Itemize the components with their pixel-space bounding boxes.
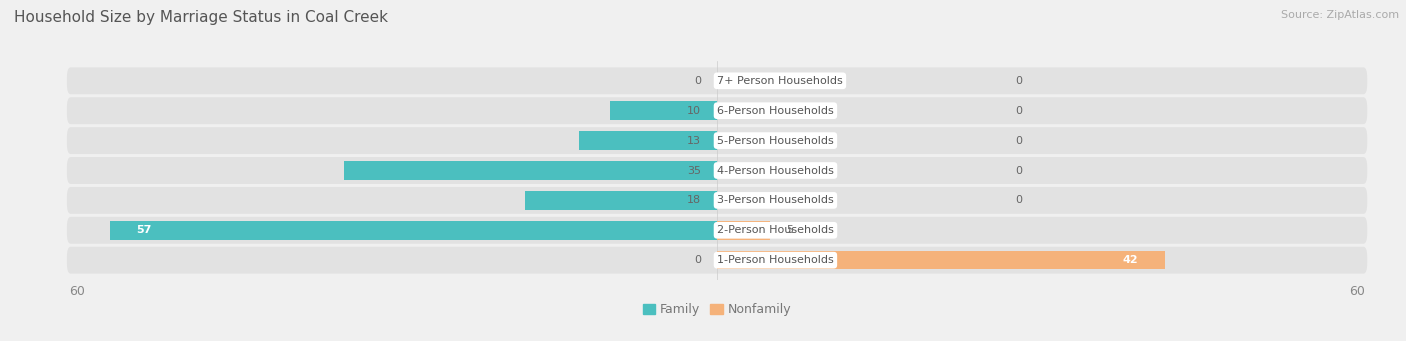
FancyBboxPatch shape [67, 127, 1367, 154]
Bar [344, 161, 717, 180]
Text: 3-Person Households: 3-Person Households [717, 195, 834, 205]
Text: 0: 0 [1015, 106, 1022, 116]
FancyBboxPatch shape [67, 68, 1367, 94]
Text: 18: 18 [688, 195, 702, 205]
Text: 0: 0 [1015, 195, 1022, 205]
Text: 13: 13 [688, 136, 702, 146]
Text: 0: 0 [695, 255, 702, 265]
Text: 2-Person Households: 2-Person Households [717, 225, 834, 235]
Bar [526, 191, 717, 210]
Text: 5-Person Households: 5-Person Households [717, 136, 834, 146]
Text: 0: 0 [1015, 136, 1022, 146]
FancyBboxPatch shape [67, 97, 1367, 124]
Text: 57: 57 [136, 225, 152, 235]
FancyBboxPatch shape [67, 187, 1367, 214]
FancyBboxPatch shape [67, 217, 1367, 244]
FancyBboxPatch shape [67, 247, 1367, 273]
Bar [717, 251, 1164, 269]
Text: 0: 0 [1015, 165, 1022, 176]
Bar [717, 221, 770, 240]
Bar [578, 131, 717, 150]
Text: Source: ZipAtlas.com: Source: ZipAtlas.com [1281, 10, 1399, 20]
Text: 0: 0 [1015, 76, 1022, 86]
Text: 6-Person Households: 6-Person Households [717, 106, 834, 116]
Text: Household Size by Marriage Status in Coal Creek: Household Size by Marriage Status in Coa… [14, 10, 388, 25]
Text: 10: 10 [688, 106, 702, 116]
FancyBboxPatch shape [67, 157, 1367, 184]
Text: 0: 0 [695, 76, 702, 86]
Text: 5: 5 [786, 225, 793, 235]
Text: 4-Person Households: 4-Person Households [717, 165, 834, 176]
Bar [610, 101, 717, 120]
Bar [110, 221, 717, 240]
Legend: Family, Nonfamily: Family, Nonfamily [638, 298, 796, 321]
Text: 7+ Person Households: 7+ Person Households [717, 76, 842, 86]
Text: 35: 35 [688, 165, 702, 176]
Text: 1-Person Households: 1-Person Households [717, 255, 834, 265]
Text: 42: 42 [1122, 255, 1137, 265]
